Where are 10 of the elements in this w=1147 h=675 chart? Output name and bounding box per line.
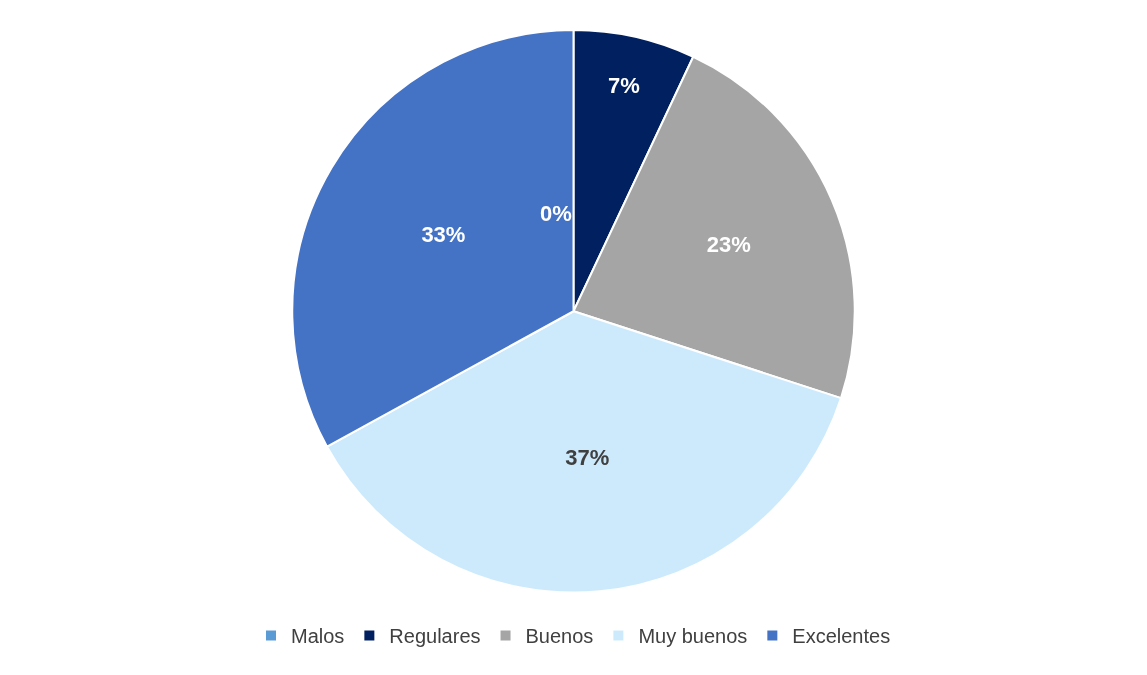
legend-label: Buenos bbox=[525, 625, 594, 648]
text: 0% bbox=[540, 201, 572, 226]
legend-label: Muy buenos bbox=[638, 625, 748, 648]
data-label: 33% bbox=[421, 221, 466, 247]
data-label: 37% bbox=[565, 444, 610, 470]
data-label: 7% bbox=[607, 73, 640, 99]
legend-label: Malos bbox=[291, 625, 345, 648]
data-label: 23% bbox=[706, 231, 751, 257]
legend-label: Excelentes bbox=[792, 625, 891, 648]
legend-label: Regulares bbox=[389, 625, 481, 648]
